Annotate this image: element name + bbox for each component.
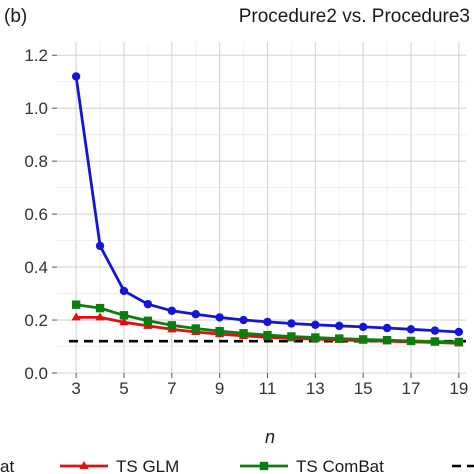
data-point <box>167 321 177 330</box>
legend-swatch-marker <box>79 461 89 470</box>
series-ts-combat <box>71 300 464 347</box>
data-point <box>215 313 224 322</box>
x-tick-label: 17 <box>402 379 421 398</box>
x-tick-label: 9 <box>215 379 224 398</box>
data-point <box>335 334 344 343</box>
grid-lines <box>57 42 466 374</box>
data-point <box>311 320 320 330</box>
y-tick-label: 0.8 <box>24 152 48 171</box>
data-point <box>406 325 416 334</box>
legend-label: TS ComBat <box>296 457 384 474</box>
y-tick-label: 0.6 <box>24 205 48 224</box>
series-group <box>71 72 464 347</box>
data-point <box>119 317 129 326</box>
data-point <box>239 329 248 338</box>
data-point <box>430 326 440 335</box>
data-point <box>406 336 416 346</box>
data-point <box>430 337 440 346</box>
x-axis-title: n <box>265 427 275 447</box>
data-point <box>239 315 248 325</box>
data-point <box>358 322 368 332</box>
chart-title: Procedure2 vs. Procedure3 <box>239 6 470 27</box>
data-point <box>287 319 296 328</box>
data-point <box>382 323 392 333</box>
data-point <box>358 335 368 344</box>
data-point <box>454 327 464 337</box>
series-series-1 <box>71 72 464 337</box>
data-point <box>263 317 272 327</box>
data-point <box>95 312 105 321</box>
y-tick-label: 1.2 <box>24 46 48 65</box>
x-tick-label: 3 <box>71 379 80 398</box>
data-point <box>191 324 200 333</box>
data-point <box>167 306 177 315</box>
x-tick-label: 19 <box>449 379 468 398</box>
x-tick-label: 7 <box>167 379 176 398</box>
data-point <box>71 72 81 81</box>
data-point <box>215 326 224 336</box>
data-point <box>143 316 153 326</box>
x-tick-label: 11 <box>259 379 277 398</box>
data-point <box>263 330 272 340</box>
data-point <box>454 337 464 347</box>
x-tick-label: 15 <box>354 379 373 398</box>
data-point <box>95 303 105 313</box>
legend-swatch-marker <box>259 461 269 471</box>
x-tick-label: 13 <box>306 379 325 398</box>
y-tick-label: 0.4 <box>24 258 48 277</box>
y-tick-label: 0.2 <box>24 311 48 330</box>
data-point <box>191 310 200 319</box>
data-point <box>287 332 296 341</box>
y-axis-ticks: 0.0 0.2 0.4 0.6 0.8 1.0 1.2 <box>24 46 57 383</box>
data-point <box>119 286 129 296</box>
data-point <box>71 312 81 321</box>
legend: at TS GLM TS ComBat <box>0 457 474 474</box>
x-tick-label: 5 <box>119 379 128 398</box>
x-axis-ticks: 3 5 7 9 11 13 15 17 19 <box>71 373 468 398</box>
data-point <box>311 333 320 342</box>
data-point <box>71 300 81 309</box>
data-point <box>382 335 392 345</box>
data-point <box>143 299 153 309</box>
y-tick-label: 0.0 <box>24 364 48 383</box>
legend-label: at <box>0 457 14 474</box>
data-point <box>119 311 129 320</box>
data-point <box>95 241 105 251</box>
data-point <box>335 321 344 331</box>
legend-label: TS GLM <box>116 457 179 474</box>
y-tick-label: 1.0 <box>24 99 48 118</box>
panel-label: (b) <box>4 6 27 27</box>
